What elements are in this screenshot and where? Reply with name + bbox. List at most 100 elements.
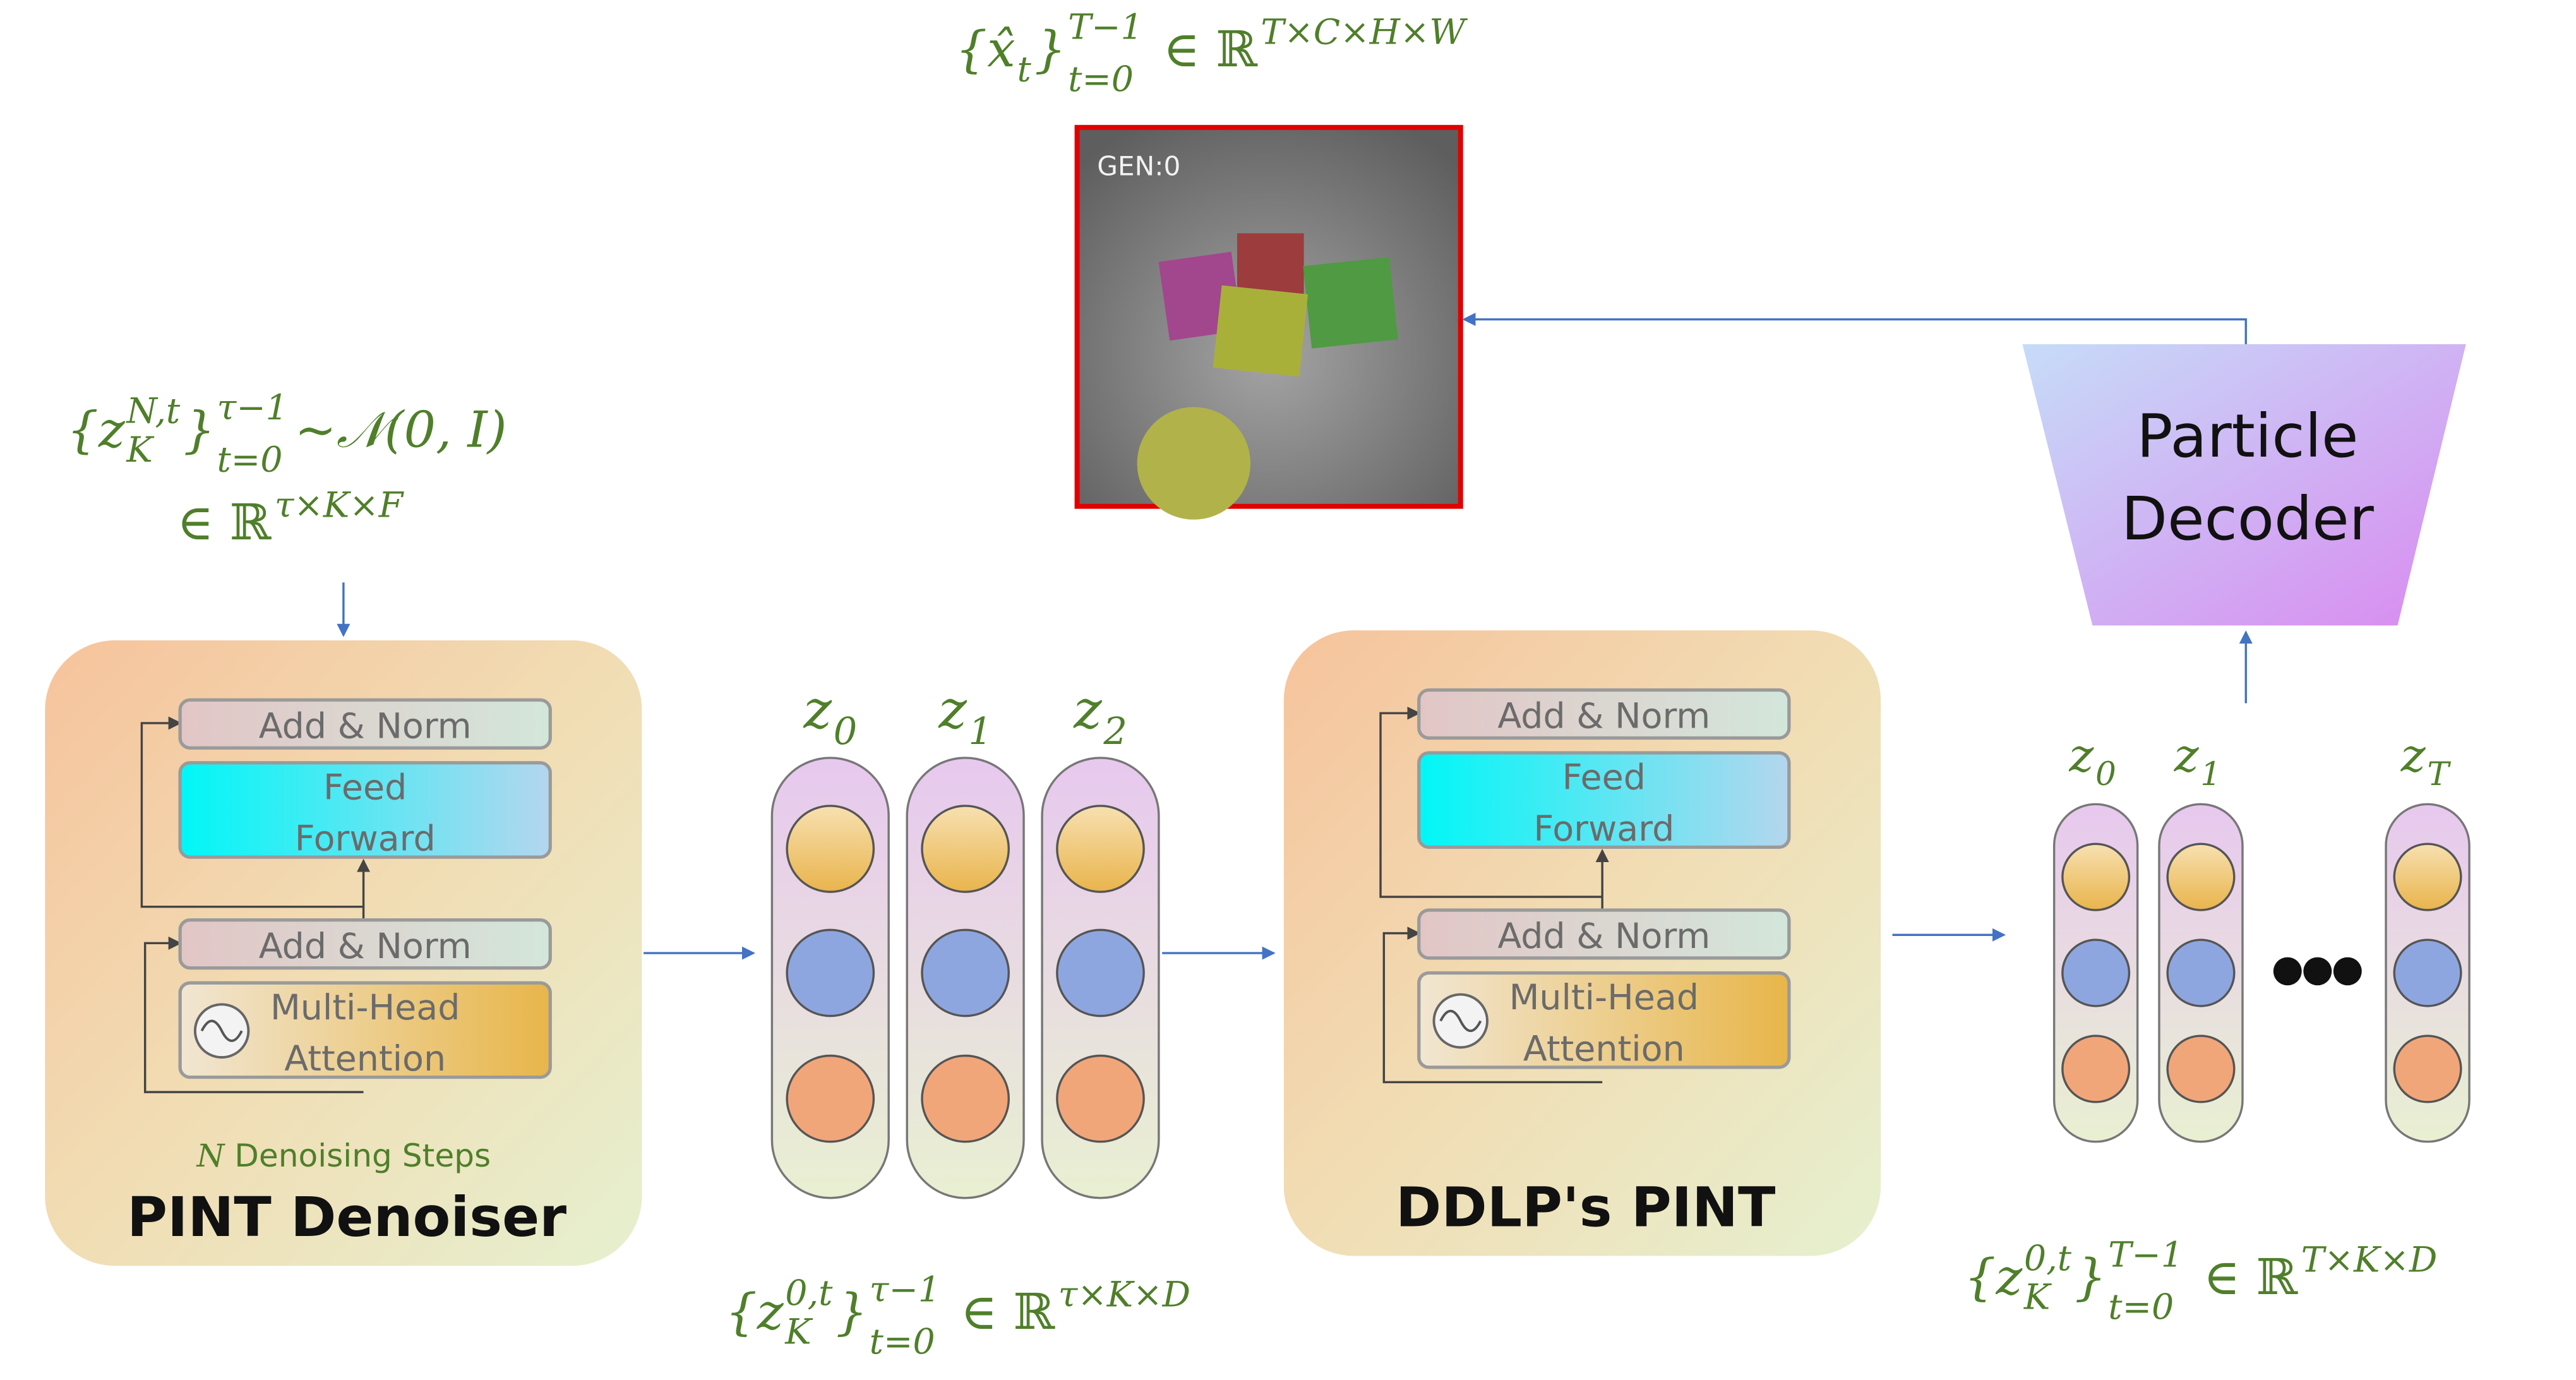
particle (2061, 939, 2131, 1007)
attention-label: Attention (284, 1039, 446, 1079)
math-sup: 0,t (2024, 1239, 2072, 1279)
math-lower: t=0 (217, 440, 283, 481)
steps-text: Denoising Steps (234, 1137, 491, 1174)
attention-label: Multi-Head (270, 988, 460, 1028)
particle (786, 805, 875, 893)
particle (2061, 1035, 2131, 1103)
column-var: z (1073, 679, 1102, 741)
attention-label: Attention (1523, 1029, 1685, 1070)
feed-forward-label: Forward (295, 819, 436, 860)
residual-line (140, 716, 364, 908)
math-lower: t=0 (2108, 1287, 2174, 1328)
math-set: ∈ ℝ (177, 493, 272, 551)
column-sub: T (2427, 755, 2451, 793)
particle (2393, 939, 2462, 1007)
math-sub: t (1017, 50, 1031, 90)
add-norm-label: Add & Norm (259, 927, 472, 967)
particle (1056, 805, 1145, 893)
math-set-sup: τ×K×D (1058, 1275, 1190, 1316)
particle (2166, 939, 2236, 1007)
particle (921, 928, 1010, 1017)
column-var: z (2174, 729, 2200, 783)
ellipsis-dot (2273, 957, 2302, 986)
math-base: {z (725, 1283, 784, 1341)
feed-forward-box (1417, 751, 1791, 849)
math-base: {z (67, 401, 126, 459)
decoder-label: Decoder (2121, 484, 2374, 554)
decoder-label: Particle (2136, 402, 2358, 471)
steps-var: N (196, 1137, 226, 1174)
particle (2393, 843, 2462, 911)
sphere (1137, 407, 1251, 520)
particle (921, 805, 1010, 893)
column-var: z (803, 679, 832, 741)
particle (2393, 1035, 2462, 1103)
column-var: z (2400, 729, 2426, 783)
column-var: z (2068, 729, 2094, 783)
add-norm-label: Add & Norm (1497, 697, 1710, 737)
block-title: DDLP's PINT (1396, 1176, 1775, 1240)
math-set-sup: T×C×H×W (1261, 13, 1468, 53)
math-sub: K (126, 430, 154, 471)
math-upper: τ−1 (870, 1270, 940, 1311)
particle (786, 928, 875, 1017)
attention-icon-wave (200, 1019, 243, 1042)
column-var: z (938, 679, 967, 741)
cube (1237, 233, 1304, 296)
block-title: PINT Denoiser (127, 1185, 566, 1249)
add-norm-box (178, 918, 552, 970)
attention-label: Multi-Head (1509, 978, 1699, 1018)
cube (1303, 257, 1398, 349)
image-overlay: GEN:0 (1097, 151, 1180, 182)
math-brace: } (836, 1283, 868, 1341)
particle (921, 1054, 1010, 1143)
add-norm-box (1417, 688, 1791, 740)
column-sub: 0 (834, 709, 858, 753)
rendered-frame: GEN:0 (1074, 124, 1463, 520)
math-upper: T−1 (1068, 8, 1143, 48)
feed-forward-box (178, 761, 552, 859)
decoder-shape (2022, 344, 2466, 626)
column-sub: 0 (2095, 755, 2116, 793)
particle (1056, 928, 1145, 1017)
math-brace: } (183, 401, 215, 459)
attention-icon-wave (1439, 1009, 1482, 1033)
attention-box (1417, 971, 1791, 1069)
feed-forward-label: Forward (1533, 809, 1674, 849)
add-norm-box (178, 698, 552, 750)
particle (786, 1054, 875, 1143)
column-sub: 2 (1103, 709, 1127, 753)
math-brace: } (1034, 20, 1066, 78)
math-set: ∈ ℝ (2203, 1248, 2298, 1306)
particle (2166, 843, 2236, 911)
residual-line (143, 936, 364, 1093)
math-tail: ~𝒩(0, I) (294, 401, 506, 459)
feed-forward-label: Feed (323, 768, 407, 808)
residual-line (1382, 927, 1603, 1084)
math-upper: τ−1 (217, 388, 288, 428)
particle (2061, 843, 2131, 911)
add-norm-box (1417, 908, 1791, 960)
math-set-sup: τ×K×F (275, 486, 404, 526)
math-upper: T−1 (2108, 1235, 2183, 1276)
feed-forward-label: Feed (1562, 758, 1646, 798)
ellipsis-dot (2333, 957, 2362, 986)
residual-line (1379, 706, 1603, 898)
math-sup: 0,t (785, 1273, 833, 1314)
particle (1056, 1054, 1145, 1143)
math-brace: } (2075, 1248, 2106, 1306)
particle (2166, 1035, 2236, 1103)
attention-box (178, 981, 552, 1079)
cube (1213, 285, 1309, 377)
math-lower: t=0 (1068, 59, 1134, 100)
column-sub: 1 (2200, 755, 2221, 793)
math-sup: N,t (125, 392, 181, 432)
math-set: ∈ ℝ (1163, 20, 1257, 78)
math-sub: K (784, 1312, 813, 1353)
column-sub: 1 (969, 709, 993, 753)
arrow (1462, 313, 2247, 344)
ellipsis-dot (2303, 957, 2332, 986)
add-norm-label: Add & Norm (1497, 916, 1710, 957)
